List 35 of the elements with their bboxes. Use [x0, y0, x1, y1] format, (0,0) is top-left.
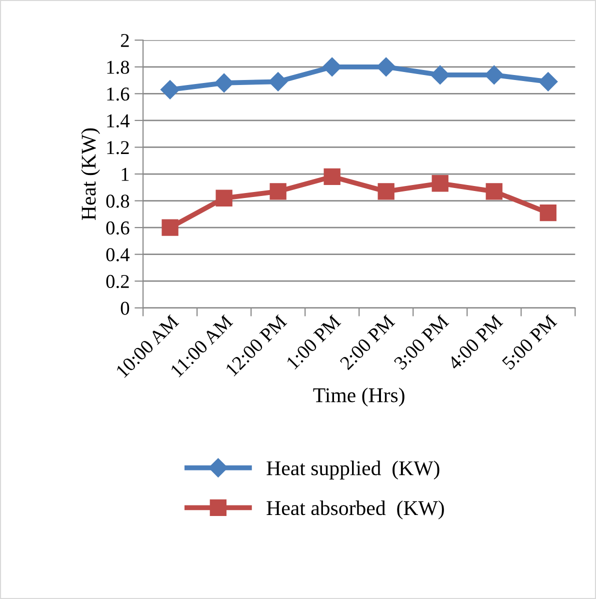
x-tick-label: 2:00 PM — [339, 314, 396, 370]
legend-label: Heat absorbed (KW) — [266, 500, 444, 520]
point — [268, 72, 288, 92]
point — [214, 73, 234, 93]
x-tick-label: 5:00 PM — [502, 314, 558, 370]
y-tick-label: 0.6 — [106, 221, 130, 235]
point — [376, 57, 396, 76]
legend-label: Heat supplied (KW) — [266, 460, 440, 480]
y-tick-label: 1.8 — [107, 60, 130, 74]
y-tick-label: 2 — [120, 34, 129, 47]
point — [216, 190, 232, 206]
y-tick-label: 1 — [122, 168, 129, 181]
point — [160, 80, 180, 100]
x-axis-title: Time (Hrs) — [313, 388, 404, 407]
point — [538, 72, 558, 92]
y-tick-label: 0.4 — [106, 248, 130, 262]
y-axis-title: Heat (KW) — [81, 128, 100, 220]
x-tick-label: 1:00 PM — [286, 314, 342, 370]
point — [484, 65, 504, 84]
point — [432, 175, 448, 192]
x-tick-label: 3:00 PM — [393, 314, 450, 370]
y-tick-label: 1.4 — [107, 114, 130, 128]
point — [162, 219, 178, 236]
y-tick-label: 0.2 — [106, 274, 129, 288]
point — [540, 204, 556, 222]
point — [430, 65, 450, 84]
point — [322, 57, 342, 76]
y-tick-label: 1.2 — [107, 141, 129, 154]
point — [486, 183, 502, 200]
y-tick-label: 0 — [120, 302, 130, 315]
point — [270, 183, 286, 200]
point — [378, 183, 394, 200]
point — [324, 168, 340, 186]
y-tick-label: 1.6 — [107, 88, 130, 101]
y-tick-label: 0.8 — [106, 194, 130, 208]
